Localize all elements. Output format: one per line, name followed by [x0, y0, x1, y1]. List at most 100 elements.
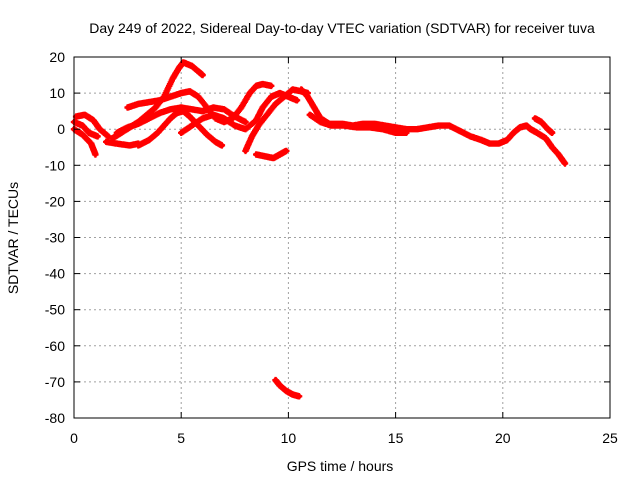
- data-point: [157, 110, 163, 116]
- data-point: [562, 160, 568, 166]
- data-point: [328, 123, 334, 129]
- data-point: [110, 135, 116, 141]
- data-point: [260, 105, 266, 111]
- data-point: [283, 388, 289, 394]
- y-tick-label: 20: [49, 49, 65, 65]
- data-point: [146, 99, 152, 105]
- data-point: [157, 97, 163, 103]
- y-tick-label: -20: [45, 193, 65, 209]
- data-point: [264, 112, 270, 118]
- y-tick-label: -40: [45, 266, 65, 282]
- data-point: [354, 124, 360, 130]
- data-point: [170, 76, 176, 82]
- y-tick-label: -70: [45, 374, 65, 390]
- data-point: [189, 123, 195, 129]
- data-point: [457, 128, 463, 134]
- data-point: [487, 141, 493, 147]
- data-point: [200, 72, 206, 78]
- data-point: [180, 108, 186, 114]
- data-point: [277, 383, 283, 389]
- data-point: [125, 124, 131, 130]
- data-point: [534, 130, 540, 136]
- data-point: [556, 151, 562, 157]
- data-point: [82, 112, 88, 118]
- data-point: [478, 137, 484, 143]
- axis-ticks: 0 5 10 15 20 25 20 10 0 -10 -20 -30 -40 -50 -60 -70 -80: [45, 49, 618, 446]
- data-point: [219, 142, 225, 148]
- series-arc-15: [272, 376, 303, 400]
- data-point: [146, 137, 152, 143]
- data-point: [260, 81, 266, 87]
- data-point: [296, 393, 302, 399]
- data-point: [504, 137, 510, 143]
- data-point: [270, 155, 276, 161]
- data-point: [290, 86, 296, 92]
- data-point: [496, 141, 502, 147]
- data-point: [167, 115, 173, 121]
- x-tick-label: 5: [177, 430, 185, 446]
- data-point: [195, 68, 201, 74]
- data-point: [273, 101, 279, 107]
- y-tick-label: 10: [49, 85, 65, 101]
- data-point: [549, 130, 555, 136]
- data-point: [178, 130, 184, 136]
- data-point: [294, 97, 300, 103]
- y-axis-title: SDTVAR / TECUs: [5, 182, 21, 294]
- x-tick-label: 10: [281, 430, 297, 446]
- y-tick-label: -50: [45, 302, 65, 318]
- data-point: [152, 105, 158, 111]
- data-point: [195, 94, 201, 100]
- data-point: [95, 133, 101, 139]
- data-point: [90, 117, 96, 123]
- data-point: [253, 151, 259, 157]
- data-point: [273, 377, 279, 383]
- series-arc-2: [70, 118, 101, 140]
- data-point: [200, 115, 206, 121]
- data-point: [161, 123, 167, 129]
- data-point: [204, 132, 210, 138]
- data-point: [97, 126, 103, 132]
- data-point: [114, 141, 120, 147]
- data-point: [210, 112, 216, 118]
- series-arc-7: [113, 104, 249, 136]
- data-point-markers: [103, 138, 142, 149]
- x-tick-label: 20: [495, 430, 511, 446]
- data-point: [380, 126, 386, 132]
- data-point: [243, 119, 249, 125]
- x-tick-label: 0: [70, 430, 78, 446]
- data-point: [290, 392, 296, 398]
- data-point: [425, 124, 431, 130]
- data-point: [167, 106, 173, 112]
- data-point: [80, 132, 86, 138]
- data-point: [249, 133, 255, 139]
- data-point: [341, 123, 347, 129]
- data-series: [70, 59, 569, 400]
- data-point: [135, 121, 141, 127]
- data-point: [435, 123, 441, 129]
- data-point: [283, 148, 289, 154]
- data-point: [178, 90, 184, 96]
- data-point: [511, 130, 517, 136]
- series-arc-11: [253, 147, 290, 162]
- data-point: [281, 94, 287, 100]
- data-point: [367, 124, 373, 130]
- data-point: [538, 119, 544, 125]
- data-point: [253, 117, 259, 123]
- data-point: [549, 144, 555, 150]
- data-point: [255, 123, 261, 129]
- data-point: [277, 151, 283, 157]
- data-point: [135, 142, 141, 148]
- series-arc-14: [531, 115, 556, 136]
- data-point: [125, 105, 131, 111]
- data-point: [532, 115, 538, 121]
- data-point: [221, 106, 227, 112]
- data-point: [262, 153, 268, 159]
- data-point: [86, 130, 92, 136]
- y-tick-label: 0: [57, 121, 65, 137]
- chart-title: Day 249 of 2022, Sidereal Day-to-day VTE…: [89, 20, 595, 36]
- data-point: [528, 126, 534, 132]
- data-point: [268, 94, 274, 100]
- data-point: [446, 123, 452, 129]
- data-point: [243, 126, 249, 132]
